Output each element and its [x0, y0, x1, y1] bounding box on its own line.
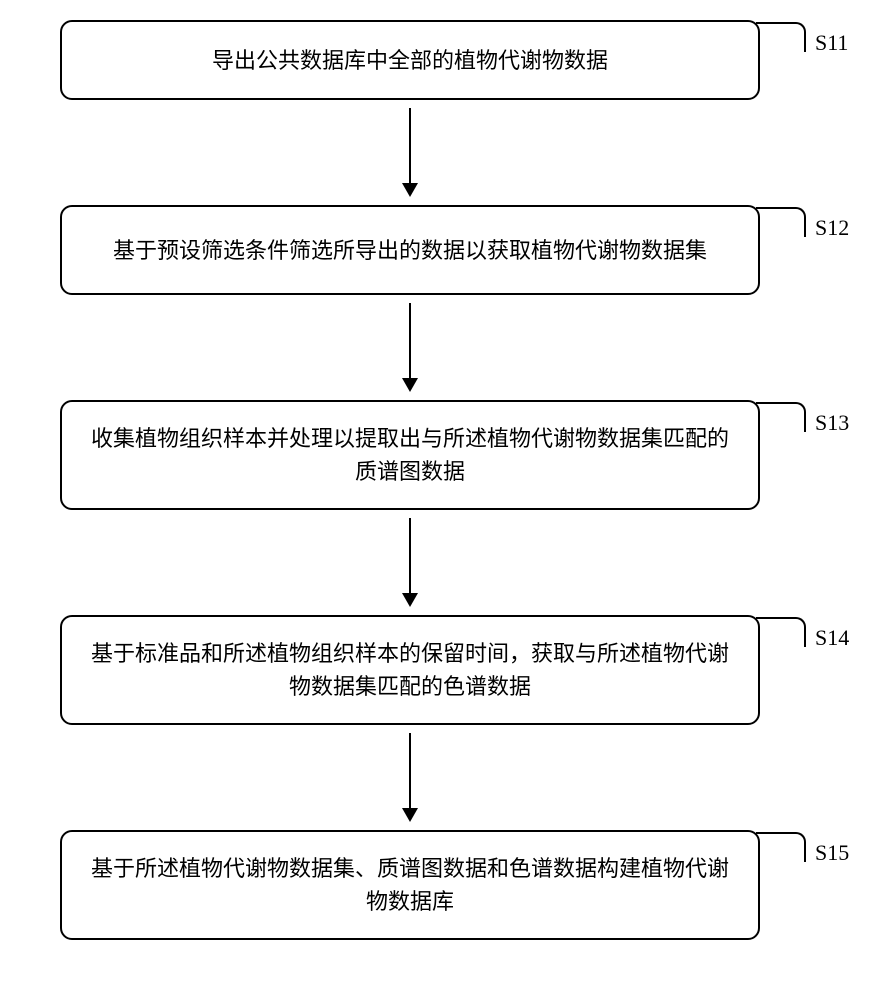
node-text: 导出公共数据库中全部的植物代谢物数据	[212, 44, 608, 77]
node-text: 收集植物组织样本并处理以提取出与所述植物代谢物数据集匹配的质谱图数据	[82, 422, 738, 488]
label-connector-s15	[756, 832, 806, 862]
arrow-head-icon	[402, 593, 418, 607]
label-connector-s12	[756, 207, 806, 237]
arrow-head-icon	[402, 183, 418, 197]
flowchart-node-s15: 基于所述植物代谢物数据集、质谱图数据和色谱数据构建植物代谢物数据库	[60, 830, 760, 940]
flowchart-node-s11: 导出公共数据库中全部的植物代谢物数据	[60, 20, 760, 100]
flowchart-node-s13: 收集植物组织样本并处理以提取出与所述植物代谢物数据集匹配的质谱图数据	[60, 400, 760, 510]
step-label-s15: S15	[815, 840, 849, 866]
label-connector-s13	[756, 402, 806, 432]
arrow-line-s14	[409, 733, 411, 808]
step-label-s14: S14	[815, 625, 849, 651]
step-label-s11: S11	[815, 30, 848, 56]
node-text: 基于标准品和所述植物组织样本的保留时间，获取与所述植物代谢物数据集匹配的色谱数据	[82, 637, 738, 703]
arrow-line-s12	[409, 303, 411, 378]
label-connector-s11	[756, 22, 806, 52]
arrow-head-icon	[402, 378, 418, 392]
flowchart-canvas: 导出公共数据库中全部的植物代谢物数据 S11 基于预设筛选条件筛选所导出的数据以获取…	[0, 0, 890, 1000]
label-connector-s14	[756, 617, 806, 647]
arrow-line-s13	[409, 518, 411, 593]
node-text: 基于所述植物代谢物数据集、质谱图数据和色谱数据构建植物代谢物数据库	[82, 852, 738, 918]
node-text: 基于预设筛选条件筛选所导出的数据以获取植物代谢物数据集	[113, 234, 707, 267]
flowchart-node-s12: 基于预设筛选条件筛选所导出的数据以获取植物代谢物数据集	[60, 205, 760, 295]
arrow-head-icon	[402, 808, 418, 822]
step-label-s12: S12	[815, 215, 849, 241]
flowchart-node-s14: 基于标准品和所述植物组织样本的保留时间，获取与所述植物代谢物数据集匹配的色谱数据	[60, 615, 760, 725]
arrow-line-s11	[409, 108, 411, 183]
step-label-s13: S13	[815, 410, 849, 436]
